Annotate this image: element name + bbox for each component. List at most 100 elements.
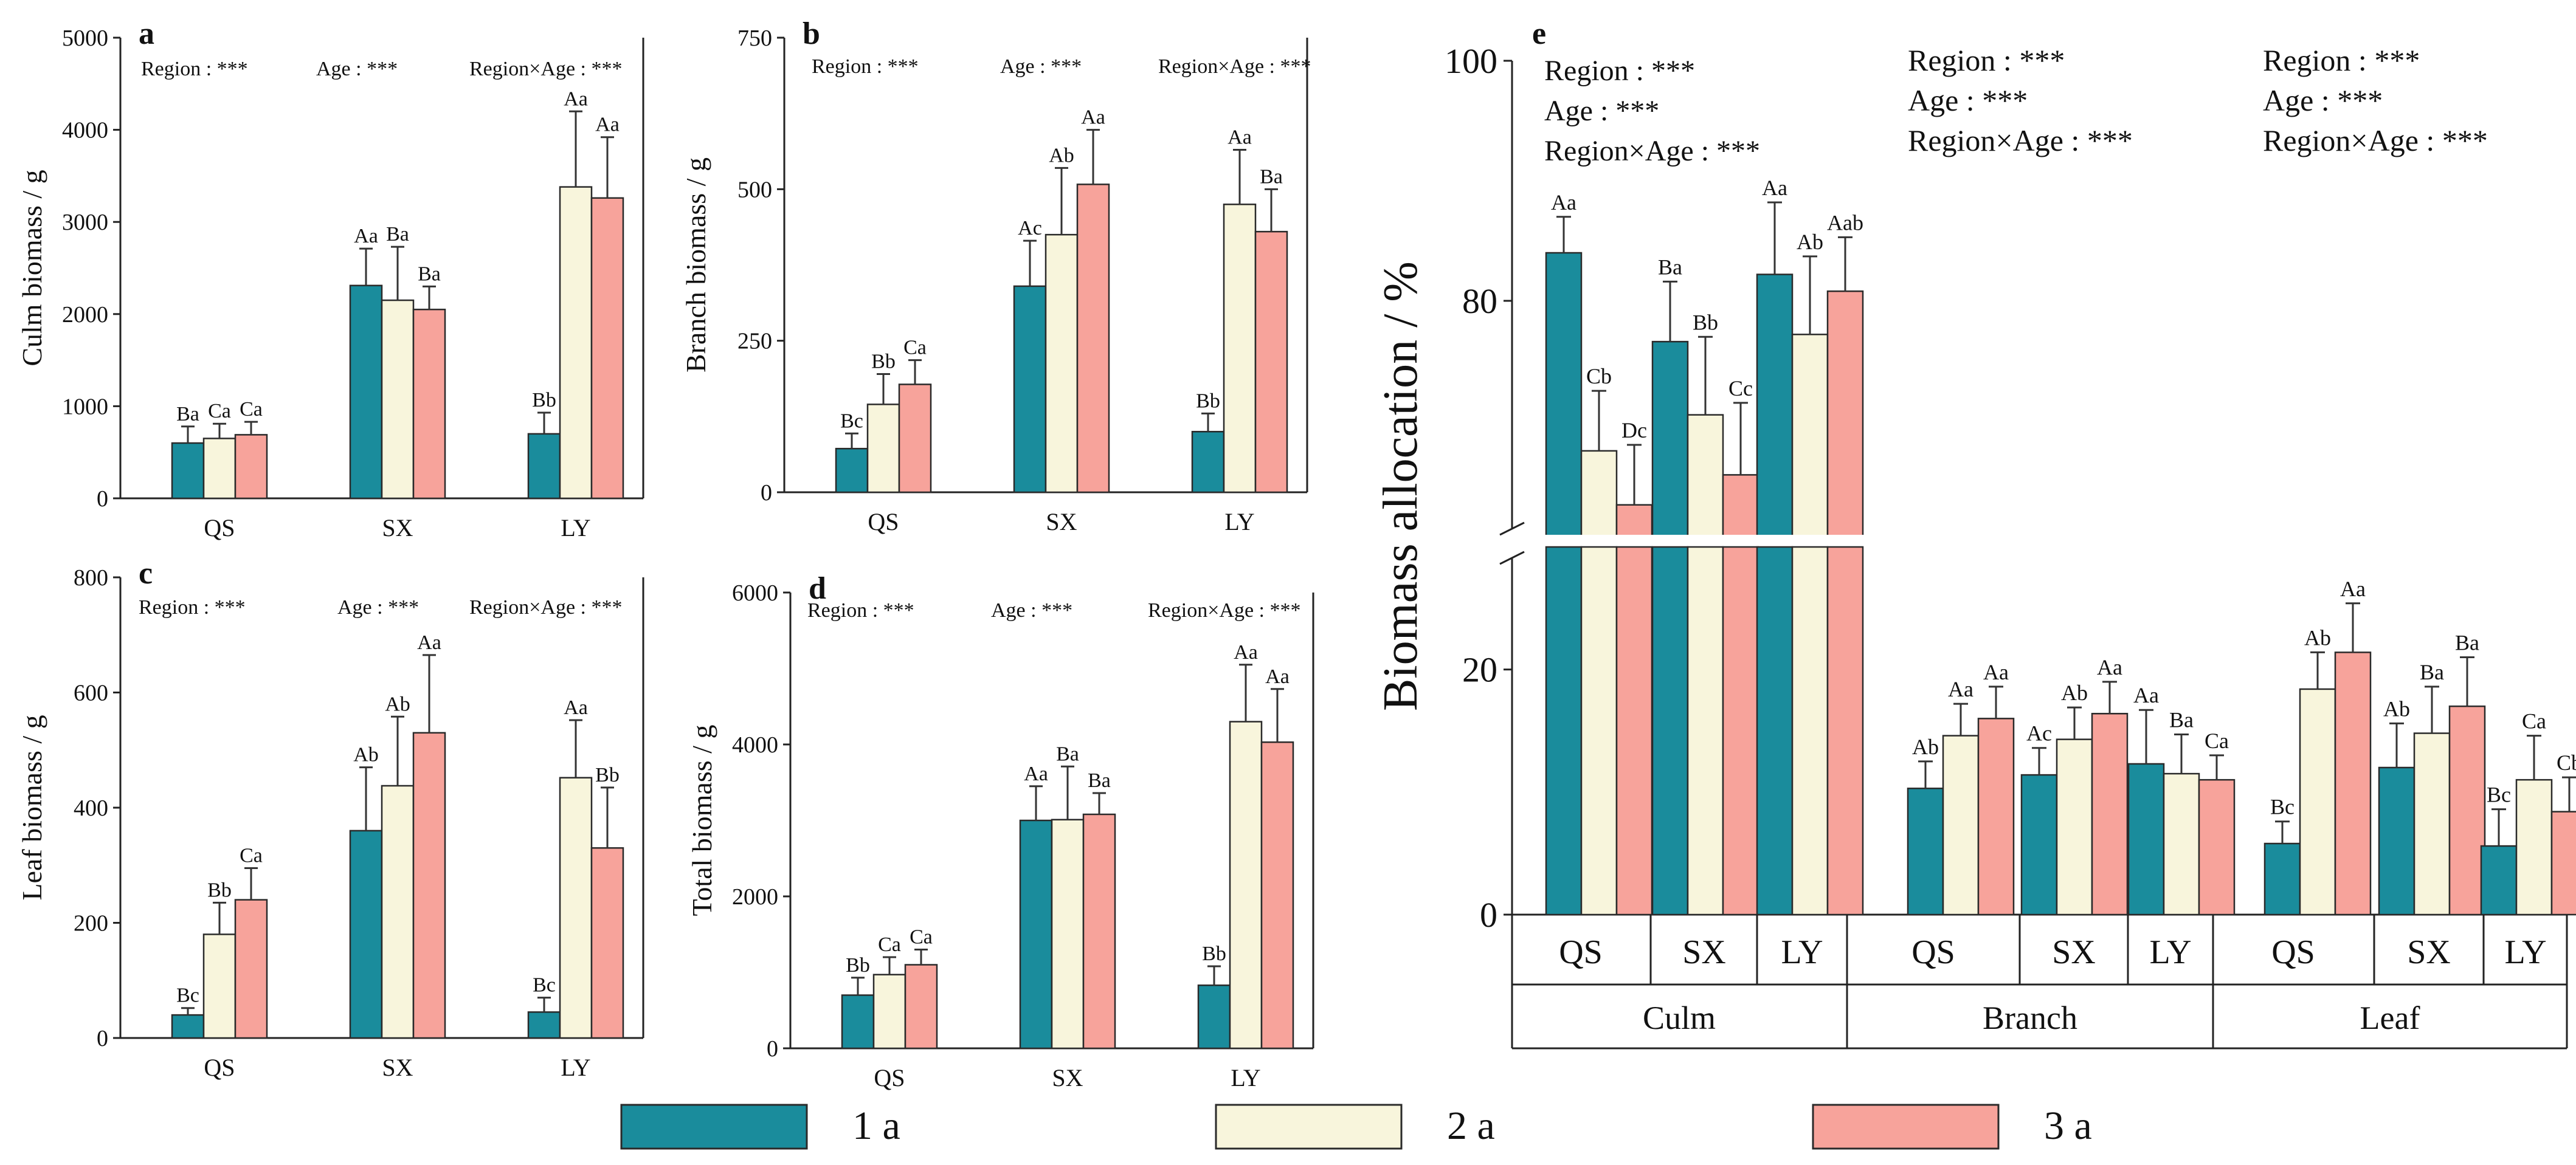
bar	[2334, 651, 2372, 916]
bar	[412, 732, 446, 1039]
bar-upper	[1756, 273, 1794, 542]
y-tick-label: 5000	[62, 26, 108, 51]
x-tick-label: QS	[1911, 933, 1955, 971]
significance-letter: Ca	[240, 398, 263, 421]
significance-letter: Aa	[1081, 106, 1105, 129]
y-tick-label: 4000	[62, 118, 108, 143]
stat-annotation: Age : ***	[991, 599, 1072, 622]
significance-letter: Bc	[176, 985, 199, 1007]
x-tick-label: QS	[874, 1064, 905, 1091]
significance-letter: Ba	[1658, 255, 1682, 279]
bar	[1942, 735, 1980, 916]
bar	[1223, 204, 1257, 493]
bar	[2413, 732, 2451, 916]
stat-annotation: Region : ***	[807, 599, 914, 622]
bar-upper	[1687, 414, 1724, 542]
significance-letter: Ac	[2026, 721, 2052, 746]
bar	[1013, 285, 1047, 493]
x-tick-label: LY	[2504, 933, 2546, 971]
significance-letter: Ab	[2304, 625, 2331, 650]
significance-letter: Ba	[2455, 631, 2479, 655]
bar	[841, 994, 875, 1050]
stat-annotation: Region : ***	[2263, 43, 2420, 77]
y-axis-label: Branch biomass / g	[680, 157, 711, 373]
bar	[2127, 763, 2165, 916]
bar	[1191, 431, 1225, 493]
significance-letter: Aa	[1983, 660, 2009, 684]
significance-letter: Ba	[176, 403, 199, 425]
significance-letter: Cb	[1586, 364, 1612, 388]
significance-letter: Ba	[418, 263, 441, 285]
group-label: Branch	[1983, 1000, 2077, 1036]
y-tick-label: 0	[97, 486, 108, 512]
y-tick-label: 80	[1462, 281, 1497, 321]
significance-letter: Aa	[564, 696, 588, 719]
bar	[1076, 184, 1110, 493]
significance-letter: Cc	[1728, 376, 1753, 400]
bar-upper	[1826, 290, 1864, 542]
significance-letter: Bb	[1202, 943, 1226, 965]
bar	[234, 899, 268, 1039]
stat-annotation: Age : ***	[1544, 95, 1659, 127]
bar-upper	[1545, 252, 1583, 542]
x-tick-label: SX	[2407, 933, 2451, 971]
y-axis-label: Culm biomass / g	[16, 170, 47, 366]
stat-annotation: Age : ***	[316, 58, 398, 80]
significance-letter: Ca	[903, 337, 927, 359]
significance-letter: Aa	[564, 88, 588, 110]
bar	[171, 1014, 205, 1039]
x-tick-label: LY	[2149, 933, 2191, 971]
significance-letter: Aa	[1265, 665, 1290, 688]
bar-upper	[1791, 334, 1829, 542]
stat-annotation: Region : ***	[141, 58, 248, 80]
stat-annotation: Region×Age : ***	[1544, 135, 1760, 167]
bar	[559, 186, 593, 500]
x-tick-label: LY	[1224, 508, 1254, 535]
significance-letter: Ab	[2061, 681, 2088, 705]
stat-annotation: Age : ***	[1908, 83, 2028, 117]
significance-letter: Bb	[846, 954, 870, 977]
significance-letter: Ca	[910, 926, 933, 949]
significance-letter: Bc	[2487, 783, 2511, 807]
legend-swatch	[620, 1104, 808, 1150]
significance-letter: Bb	[1196, 390, 1220, 412]
significance-letter: Ab	[1049, 144, 1074, 167]
significance-letter: Bc	[533, 974, 556, 997]
y-tick-label: 0	[767, 1036, 778, 1062]
legend-label: 3 a	[2044, 1104, 2092, 1148]
significance-letter: Bb	[871, 351, 896, 373]
bar	[2163, 772, 2200, 916]
significance-letter: Aa	[1024, 763, 1048, 785]
significance-letter: Aa	[417, 631, 441, 654]
bar	[2263, 842, 2301, 916]
bar	[872, 974, 906, 1050]
bar	[349, 284, 383, 500]
x-tick-label: LY	[561, 514, 590, 541]
stat-annotation: Age : ***	[2263, 83, 2383, 117]
bar	[559, 777, 593, 1039]
legend-swatch	[1215, 1104, 1403, 1150]
bar	[2091, 713, 2129, 916]
x-tick-label: LY	[561, 1054, 590, 1081]
y-tick-label: 0	[1480, 895, 1497, 935]
y-axis-label: Total biomass / g	[686, 725, 717, 916]
x-tick-label: LY	[1781, 933, 1823, 971]
significance-letter: Ba	[386, 223, 409, 246]
y-tick-label: 20	[1462, 650, 1497, 690]
bar	[202, 933, 237, 1039]
significance-letter: Ac	[1018, 217, 1042, 239]
significance-letter: Cb	[2557, 751, 2576, 775]
panel-label: b	[803, 16, 820, 51]
y-tick-label: 250	[737, 329, 772, 354]
bar	[2299, 688, 2336, 916]
y-tick-label: 100	[1445, 41, 1497, 81]
x-tick-label: SX	[382, 514, 413, 541]
bar	[527, 1011, 561, 1039]
significance-letter: Ab	[353, 744, 379, 766]
stat-annotation: Region×Age : ***	[1158, 55, 1311, 78]
significance-letter: Bc	[840, 410, 863, 432]
panel-label: c	[139, 556, 153, 591]
bar	[835, 447, 869, 493]
significance-letter: Aa	[1228, 126, 1252, 149]
bar	[2378, 766, 2415, 916]
